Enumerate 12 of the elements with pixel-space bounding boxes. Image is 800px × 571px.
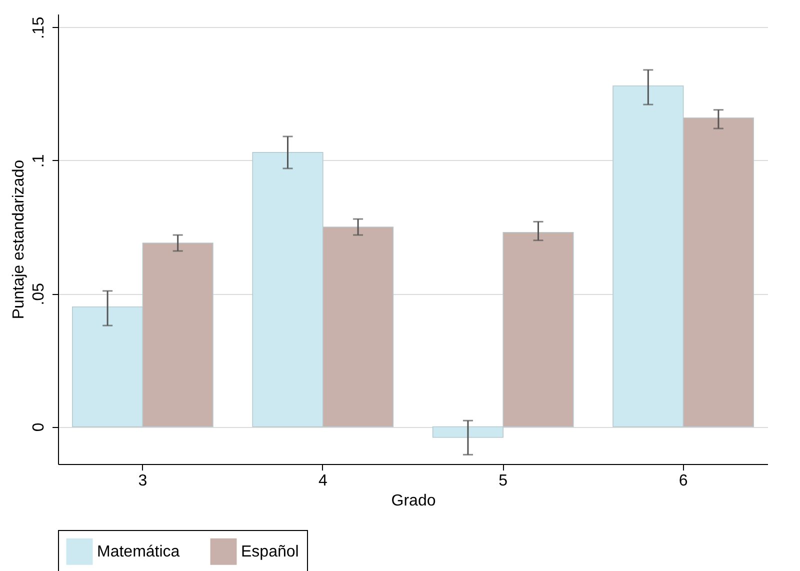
x-axis-title: Grado xyxy=(391,492,436,510)
y-axis-title: Puntaje estandarizado xyxy=(10,160,28,320)
legend-label: Matemática xyxy=(97,544,180,561)
x-tick-label: 5 xyxy=(498,472,508,490)
x-tick-label: 3 xyxy=(138,472,148,490)
x-tick-label: 6 xyxy=(678,472,688,490)
y-tick-label: .05 xyxy=(30,282,48,306)
y-tick-label: .15 xyxy=(30,16,48,39)
y-tick-label: 0 xyxy=(30,422,48,432)
x-tick-label: 4 xyxy=(318,472,328,490)
legend-label: Español xyxy=(241,544,299,561)
y-tick-label: .1 xyxy=(30,154,48,168)
